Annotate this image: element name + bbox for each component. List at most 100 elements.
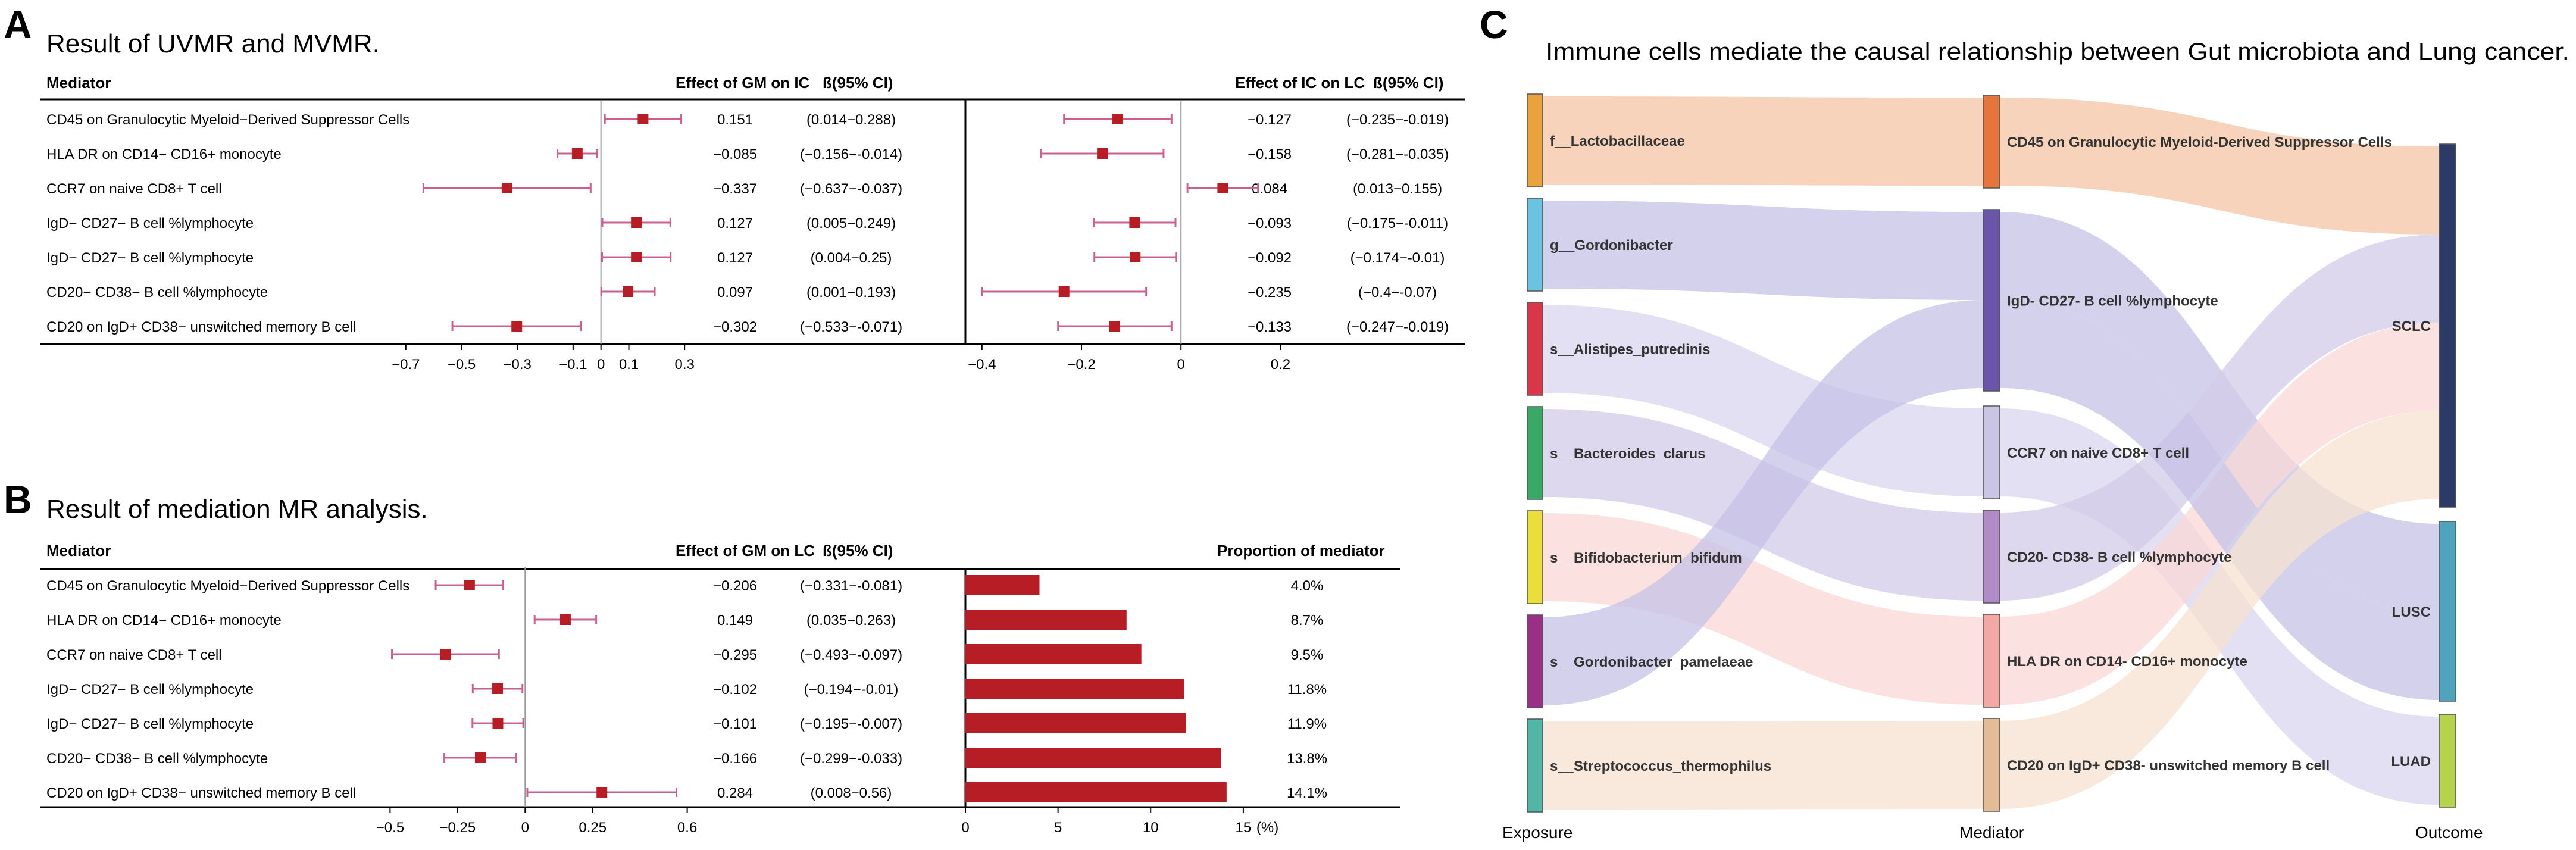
- panel-a-forest1-point: [623, 286, 634, 297]
- panel-b-row-label: CD45 on Granulocytic Myeloid−Derived Sup…: [46, 578, 409, 594]
- sankey-exposure-node-label: s__Alistipes_putredinis: [1550, 342, 1710, 358]
- panel-b-bar-tick-label: 5: [1054, 820, 1062, 836]
- proportion-bar: [965, 713, 1186, 733]
- panel-a-row-effect1: −0.085: [713, 146, 757, 162]
- sankey-exposure-node-bar: [1527, 302, 1543, 396]
- panel-b-forest-point: [474, 752, 486, 763]
- panel-a-row-ci2: (−0.174−-0.01): [1350, 250, 1445, 266]
- panel-a-forest1-point: [501, 183, 512, 193]
- panel-a-forest1-tick-label: −0.3: [503, 357, 531, 373]
- panel-b-row-proportion: 8.7%: [1291, 612, 1324, 629]
- panel-a-forest1-tick-label: 0: [597, 357, 605, 373]
- panel-b-row-proportion: 11.8%: [1287, 682, 1327, 698]
- panel-b-row-effect: −0.102: [713, 682, 757, 698]
- panel-a-forest1-tick-label: −0.7: [392, 357, 420, 373]
- panel-a-row-effect2: −0.127: [1248, 112, 1292, 128]
- panel-a-forest1-point: [571, 148, 583, 159]
- panel-b-row-effect: 0.149: [717, 612, 753, 629]
- panel-a-row-label: IgD− CD27− B cell %lymphocyte: [46, 215, 254, 232]
- panel-b-header-effect: Effect of GM on LC: [676, 542, 815, 560]
- proportion-bar: [965, 748, 1221, 768]
- panel-a-forest2-tick-label: −0.4: [968, 357, 996, 373]
- panel-b-row-proportion: 14.1%: [1287, 785, 1327, 801]
- panel-a-forest2-point: [1058, 286, 1070, 297]
- panel-a-forest1-tick-label: −0.1: [559, 357, 587, 373]
- panel-a-row-ci2: (−0.4−-0.07): [1358, 285, 1437, 301]
- sankey-mediator-node-bar: [1983, 95, 2000, 189]
- panel-a-row-effect1: 0.151: [717, 112, 753, 128]
- panel-a-forest1-tick-label: −0.5: [448, 357, 476, 373]
- sankey-flow-exposure-mediator: [1543, 305, 1983, 496]
- panel-a-forest1-point: [631, 217, 642, 228]
- panel-a-forest2-tick-label: 0: [1177, 357, 1185, 373]
- sankey-label-mediator: Mediator: [1959, 823, 2024, 842]
- sankey-mediator-node-label: CD20 on IgD+ CD38- unswitched memory B c…: [2007, 758, 2330, 774]
- sankey-exposure-node-bar: [1527, 198, 1543, 292]
- sankey-mediator-node-label: CD20- CD38- B cell %lymphocyte: [2007, 549, 2231, 565]
- panel-b-forest-tick-label: 0: [521, 820, 529, 836]
- panel-a-row-effect2: −0.158: [1248, 146, 1292, 162]
- panel-a-forest2-point: [1130, 252, 1141, 262]
- panel-a-forest1-point: [511, 321, 523, 332]
- proportion-bar: [965, 782, 1227, 802]
- sankey-mediator-node-label: IgD- CD27- B cell %lymphocyte: [2007, 293, 2218, 310]
- panel-b-forest-tick-label: −0.5: [376, 820, 404, 836]
- sankey-mediator-node-label: CCR7 on naive CD8+ T cell: [2007, 445, 2189, 461]
- panel-b-row-ci: (−0.493−-0.097): [800, 647, 902, 663]
- panel-b-row-ci: (0.008−0.56): [811, 785, 892, 801]
- panel-b-row-effect: −0.295: [713, 647, 757, 663]
- panel-a-row-effect1: 0.097: [717, 285, 753, 301]
- panel-a-row-label: CCR7 on naive CD8+ T cell: [46, 181, 222, 197]
- panel-b-forest-point: [440, 649, 451, 660]
- panel-b-row-proportion: 11.9%: [1287, 716, 1327, 732]
- sankey-flow-exposure-mediator: [1543, 201, 1983, 300]
- proportion-bar: [965, 679, 1184, 699]
- sankey-exposure-node-label: s__Streptococcus_thermophilus: [1550, 758, 1771, 774]
- panel-c-title: Immune cells mediate the causal relation…: [1546, 39, 2569, 65]
- panel-a-header-ci1: ß(95% CI): [823, 74, 893, 92]
- panel-a-forest-ic-lc: −0.4 −0.2 0 0.2: [968, 101, 1290, 373]
- panel-b-row-label: CD20 on IgD+ CD38− unswitched memory B c…: [46, 785, 356, 801]
- panel-a-row-effect2: −0.235: [1248, 285, 1292, 301]
- panel-a-row-effect2: −0.133: [1248, 319, 1292, 335]
- panel-a-row-ci1: (0.005−0.249): [806, 215, 896, 232]
- panel-a-letter: A: [4, 2, 32, 46]
- panel-b-forest-tick-label: 0.25: [579, 820, 607, 836]
- panel-b-header-ci: ß(95% CI): [823, 542, 893, 560]
- panel-a-row-effect2: −0.093: [1248, 215, 1292, 232]
- panel-a-forest-gm-ic: −0.7 −0.5 −0.3 −0.1 0 0.1 0.3: [392, 101, 695, 373]
- panel-b-bar-tick-label: 0: [961, 820, 969, 836]
- panel-a-header-mediator: Mediator: [46, 74, 111, 92]
- proportion-bar: [965, 644, 1142, 664]
- panel-b-row-ci: (−0.331−-0.081): [800, 578, 902, 594]
- panel-a-forest2-point: [1097, 148, 1108, 159]
- panel-a-forest1-point: [637, 114, 649, 124]
- sankey-label-outcome: Outcome: [2415, 823, 2483, 842]
- panel-b-row-effect: −0.166: [713, 751, 757, 767]
- panel-a-rows: CD45 on Granulocytic Myeloid−Derived Sup…: [46, 112, 1449, 335]
- panel-a-row-ci1: (−0.533−-0.071): [800, 319, 902, 335]
- panel-a-row-label: CD20− CD38− B cell %lymphocyte: [46, 285, 268, 301]
- sankey-mediator-node-bar: [1983, 614, 2000, 708]
- panel-b-forest-point: [596, 787, 608, 798]
- sankey-outcome-node-bar: [2439, 143, 2456, 508]
- sankey-exposure-node-bar: [1527, 406, 1543, 500]
- sankey-outcome-node-label: LUAD: [2391, 754, 2431, 770]
- sankey-flow-mediator-outcome: [2000, 300, 2439, 700]
- panel-b-row-label: HLA DR on CD14− CD16+ monocyte: [46, 612, 282, 629]
- panel-b-forest-tick-label: 0.6: [677, 820, 697, 836]
- panel-b-row-ci: (−0.299−-0.033): [800, 751, 902, 767]
- panel-b-row-label: CD20− CD38− B cell %lymphocyte: [46, 751, 268, 767]
- panel-a-forest2-tick-label: 0.2: [1271, 357, 1290, 373]
- panel-a-title: Result of UVMR and MVMR.: [46, 29, 380, 58]
- sankey-exposure-node-label: s__Bifidobacterium_bifidum: [1550, 550, 1742, 566]
- panel-a-row-label: CD45 on Granulocytic Myeloid−Derived Sup…: [46, 112, 409, 128]
- panel-b-forest-point: [559, 614, 571, 625]
- panel-a-row-ci2: (−0.235−-0.019): [1346, 112, 1449, 128]
- panel-a-row-ci1: (0.001−0.193): [806, 285, 896, 301]
- panel-a-row-ci1: (0.014−0.288): [806, 112, 896, 128]
- panel-a-forest2-point: [1217, 183, 1228, 193]
- sankey-mediator-node-bar: [1983, 510, 2000, 604]
- sankey-exposure-node-label: f__Lactobacillaceae: [1550, 133, 1685, 149]
- panel-b-title: Result of mediation MR analysis.: [46, 495, 428, 524]
